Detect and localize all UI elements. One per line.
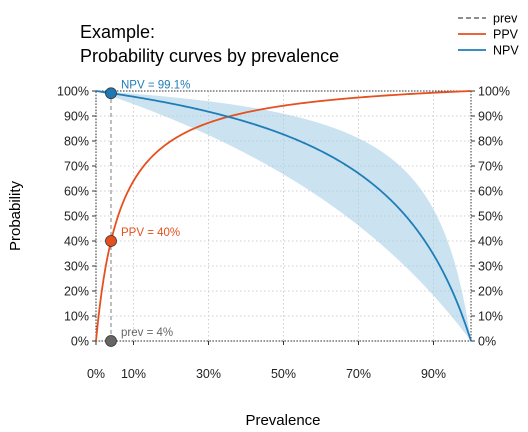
y-tick-label-right-10: 100% [478, 85, 510, 99]
legend-label-ppv: PPV [493, 28, 519, 42]
x-tick-labels: 0% 10% 30% 50% 70% 90% [87, 341, 446, 381]
x-tick-label-0: 0% [87, 367, 105, 381]
annotation-marker-1 [105, 235, 117, 247]
y-tick-label-right-9: 90% [478, 110, 503, 124]
x-tick-label-1: 10% [121, 367, 146, 381]
y-tick-labels-left: 0% 10% 20% 30% 40% 50% 60% 70% 80% 90% 100% [57, 85, 96, 349]
y-tick-label-right-6: 60% [478, 185, 503, 199]
legend-label-npv: NPV [493, 44, 519, 58]
y-tick-label-left-8: 80% [64, 135, 89, 149]
y-tick-label-left-6: 60% [64, 185, 89, 199]
y-tick-label-right-8: 80% [478, 135, 503, 149]
y-tick-label-right-1: 10% [478, 310, 503, 324]
chart-title-line2: Probability curves by prevalence [80, 46, 339, 66]
legend: prev PPV NPV [458, 12, 519, 58]
y-tick-label-left-5: 50% [64, 210, 89, 224]
y-tick-label-right-2: 20% [478, 285, 503, 299]
annotation-label-1: PPV = 40% [121, 227, 180, 239]
confidence-bands [96, 91, 471, 341]
annotation-markers: NPV = 99.1% PPV = 40% prev = 4% [105, 79, 190, 347]
y-tick-label-left-7: 70% [64, 160, 89, 174]
y-tick-label-left-2: 20% [64, 285, 89, 299]
y-tick-label-right-7: 70% [478, 160, 503, 174]
y-axis-title: Probability [7, 180, 24, 251]
x-tick-label-4: 70% [346, 367, 371, 381]
y-tick-label-left-9: 90% [64, 110, 89, 124]
y-tick-label-left-1: 10% [64, 310, 89, 324]
legend-label-prev: prev [493, 12, 518, 26]
x-axis-title: Prevalence [245, 412, 320, 429]
npv-band [96, 91, 471, 341]
y-tick-label-right-3: 30% [478, 260, 503, 274]
y-tick-label-right-4: 40% [478, 235, 503, 249]
y-tick-label-left-3: 30% [64, 260, 89, 274]
y-tick-labels-right: 0% 10% 20% 30% 40% 50% 60% 70% 80% 90% 100% [471, 85, 510, 349]
y-tick-label-right-0: 0% [478, 335, 496, 349]
y-tick-label-left-10: 100% [57, 85, 89, 99]
npv-line [95, 90, 472, 342]
chart-title-line1: Example: [80, 22, 155, 42]
y-tick-label-left-4: 40% [64, 235, 89, 249]
annotation-marker-0 [105, 87, 117, 100]
annotation-label-2: prev = 4% [121, 327, 173, 339]
y-tick-label-left-0: 0% [71, 335, 89, 349]
x-tick-label-3: 50% [271, 367, 296, 381]
y-tick-label-right-5: 50% [478, 210, 503, 224]
x-tick-label-5: 90% [421, 367, 446, 381]
annotation-label-0: NPV = 99.1% [121, 79, 190, 91]
ppv-line [95, 90, 472, 342]
annotation-marker-2 [105, 335, 117, 347]
series-lines [95, 90, 472, 342]
x-tick-label-2: 30% [196, 367, 221, 381]
